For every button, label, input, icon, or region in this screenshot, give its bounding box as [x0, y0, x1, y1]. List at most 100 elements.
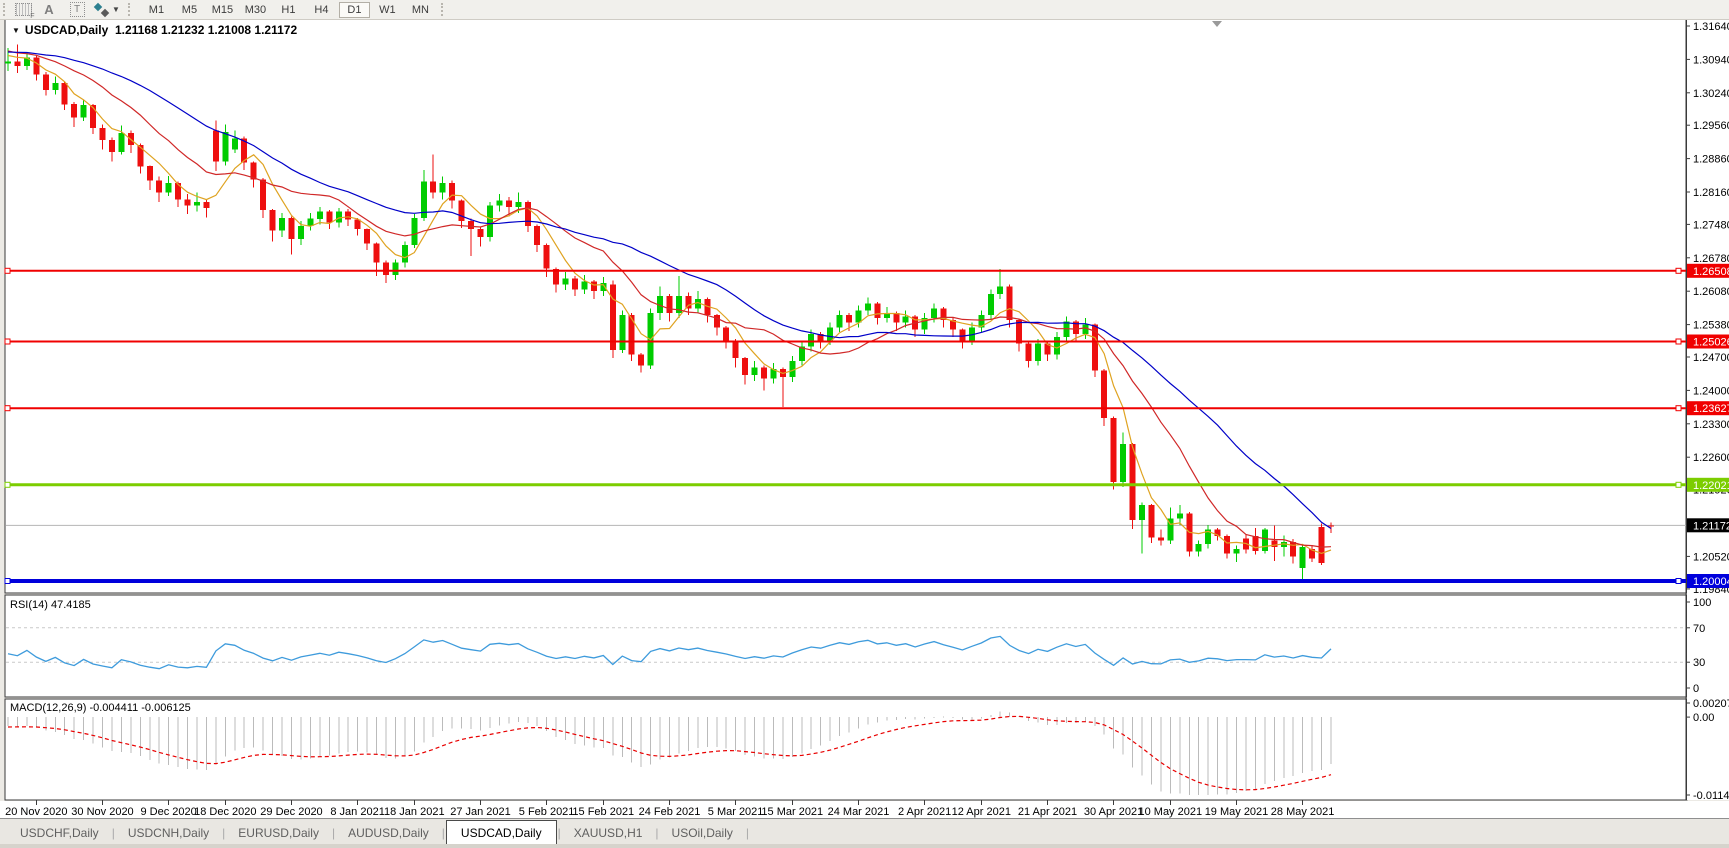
candle: [713, 314, 720, 336]
toolbar-grip[interactable]: [127, 3, 135, 16]
chart-tab-usdcnh[interactable]: USDCNH,Daily: [127, 826, 210, 840]
price-tick-label: 1.20520: [1693, 551, 1729, 563]
collapse-triangle-icon[interactable]: ▼: [12, 26, 20, 35]
timeframe-button-h4[interactable]: H4: [314, 3, 329, 16]
candle: [817, 332, 824, 349]
candle: [383, 260, 389, 284]
chart-tab-usdchf[interactable]: USDCHF,Daily: [20, 826, 99, 840]
candle: [883, 307, 890, 323]
candle: [666, 294, 673, 322]
date-tick-label: 24 Mar 2021: [828, 806, 890, 818]
candle: [1148, 503, 1155, 543]
price-tick-label: 1.30940: [1693, 54, 1729, 66]
candle: [269, 209, 276, 242]
hline-resistance-1[interactable]: [4, 267, 1686, 274]
arrows-icon: [93, 2, 110, 17]
candle: [61, 81, 68, 110]
candle: [675, 275, 682, 318]
tab-separator: |: [222, 826, 226, 840]
line-handle[interactable]: [4, 405, 11, 412]
line-handle[interactable]: [4, 267, 11, 274]
svg-text:1.21172: 1.21172: [1693, 520, 1729, 532]
chart-tab-usdcad[interactable]: USDCAD,Daily: [445, 820, 557, 846]
candle: [619, 310, 626, 354]
line-handle[interactable]: [1675, 481, 1682, 488]
hline-support-green[interactable]: [4, 481, 1686, 488]
date-tick-label: 24 Feb 2021: [639, 806, 701, 818]
price-tick-label: 1.23300: [1693, 419, 1729, 431]
timeframe-button-m1[interactable]: M1: [148, 3, 165, 16]
tab-separator: |: [655, 826, 659, 840]
candle: [222, 124, 229, 166]
line-handle[interactable]: [4, 338, 11, 345]
chart-window-tool-button[interactable]: F: [13, 1, 35, 20]
line-handle[interactable]: [1675, 338, 1682, 345]
timeframe-button-m30[interactable]: M30: [244, 3, 267, 16]
chart-tab-usoil[interactable]: USOil,Daily: [671, 826, 733, 840]
date-tick-label: 15 Feb 2021: [572, 806, 634, 818]
date-tick-label: 30 Apr 2021: [1084, 806, 1143, 818]
chart-tab-audusd[interactable]: AUDUSD,Daily: [348, 826, 429, 840]
line-handle[interactable]: [4, 481, 11, 488]
chart-shift-marker[interactable]: [1212, 21, 1222, 27]
macd-indicator-label: MACD(12,26,9) -0.004411 -0.006125: [10, 702, 191, 714]
candle: [808, 329, 815, 352]
candle: [761, 365, 767, 391]
toolbar: F A T ▼ M1 M5 M15 M30 H1 H4 D1 W1 MN: [0, 0, 1729, 20]
candle: [543, 243, 550, 277]
date-tick-label: 18 Dec 2020: [194, 806, 256, 818]
date-tick-label: 18 Jan 2021: [384, 806, 445, 818]
chart-tab-eurusd[interactable]: EURUSD,Daily: [238, 826, 319, 840]
candle: [1176, 504, 1183, 525]
candle: [1271, 525, 1278, 562]
line-handle[interactable]: [4, 578, 11, 584]
font-tool-button[interactable]: A: [39, 1, 59, 18]
text-label-tool-button[interactable]: T: [67, 1, 87, 18]
timeframe-button-mn[interactable]: MN: [411, 3, 429, 16]
ma-slow-line: [7, 51, 1332, 530]
toolbar-grip[interactable]: [440, 3, 448, 16]
candle: [600, 276, 607, 296]
candle: [458, 199, 465, 229]
hline-resistance-2[interactable]: [4, 338, 1686, 345]
candle: [562, 272, 569, 291]
candle: [931, 303, 938, 323]
price-tick-label: 1.26780: [1693, 253, 1729, 265]
date-tick-label: 19 May 2021: [1205, 806, 1269, 818]
hline-support-blue[interactable]: [4, 578, 1686, 584]
macd-histogram: [7, 711, 1332, 795]
line-handle[interactable]: [1675, 578, 1682, 584]
chart-tab-bar: USDCHF,Daily | USDCNH,Daily | EURUSD,Daily | A…: [0, 818, 1729, 846]
chevron-down-icon[interactable]: ▼: [112, 5, 120, 14]
candle: [855, 305, 862, 328]
candle: [420, 170, 427, 222]
candle: [23, 51, 30, 70]
ma-fast-line: [7, 54, 1332, 555]
svg-text:0: 0: [1693, 683, 1699, 695]
toolbar-grip[interactable]: [3, 3, 10, 16]
candle: [1139, 502, 1145, 554]
candle: [987, 289, 994, 320]
candle: [798, 341, 805, 366]
arrows-tool-button[interactable]: ▼: [93, 1, 120, 18]
price-tick-label: 1.29560: [1693, 120, 1729, 132]
date-tick-label: 21 Apr 2021: [1018, 806, 1077, 818]
line-handle[interactable]: [1675, 267, 1682, 274]
candle: [515, 192, 522, 213]
candle: [1261, 527, 1268, 554]
macd-axis: 0.002074 0.00 -0.011462: [1686, 698, 1729, 802]
chart-ohlc-values: 1.21168 1.21232 1.21008 1.21172: [114, 23, 298, 37]
hline-resistance-3[interactable]: [4, 405, 1686, 412]
timeframe-button-d1[interactable]: D1: [338, 1, 370, 18]
line-handle[interactable]: [1675, 405, 1682, 412]
timeframe-button-m5[interactable]: M5: [181, 3, 198, 16]
chart-tab-xauusd[interactable]: XAUUSD,H1: [573, 826, 643, 840]
timeframe-button-m15[interactable]: M15: [211, 3, 234, 16]
timeframe-button-h1[interactable]: H1: [281, 3, 296, 16]
candle: [742, 357, 749, 385]
candle: [1006, 284, 1013, 328]
timeframe-button-w1[interactable]: W1: [379, 3, 396, 16]
candle: [297, 221, 304, 245]
